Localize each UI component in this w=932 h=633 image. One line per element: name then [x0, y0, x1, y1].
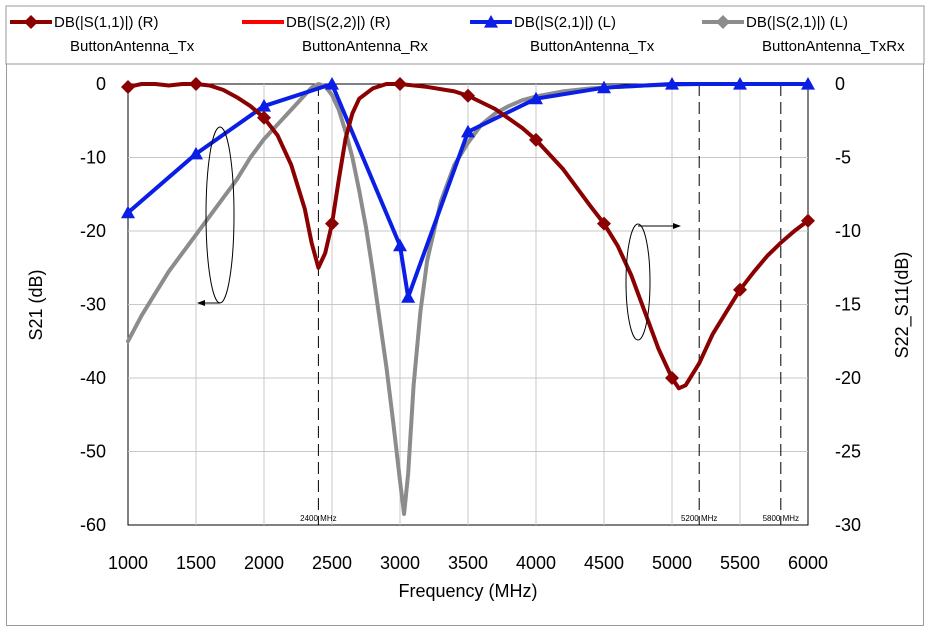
data-point-triangle [393, 238, 407, 252]
x-axis-title: Frequency (MHz) [398, 581, 537, 601]
y-left-tick-label: -60 [80, 515, 106, 535]
data-point-triangle [325, 77, 339, 90]
legend-expression: DB(|S(2,1)|) (L) [746, 14, 848, 31]
x-tick-label: 5000 [652, 553, 692, 573]
y-left-tick-label: 0 [96, 74, 106, 94]
y-axis-left-title: S21 (dB) [26, 269, 46, 340]
data-point-triangle [189, 146, 203, 160]
frequency-marker-label: 5200 MHz [681, 514, 717, 523]
data-point-diamond [597, 216, 611, 231]
series-line [126, 82, 810, 300]
legend-item: DB(|S(1,1)|) (R) ButtonAntenna_Tx [10, 14, 195, 55]
data-point-diamond [189, 77, 203, 91]
legend-series-name: ButtonAntenna_Rx [302, 38, 428, 55]
x-tick-label: 4500 [584, 553, 624, 573]
series-buttonantenna-tx-s11- [121, 77, 815, 391]
y-axis-right-title: S22_S11(dB) [892, 252, 913, 359]
legend-series-name: ButtonAntenna_TxRx [762, 38, 905, 55]
x-tick-label: 3000 [380, 553, 420, 573]
data-point-triangle [529, 91, 543, 105]
x-tick-label: 4000 [516, 553, 556, 573]
data-point-diamond [733, 282, 747, 297]
y-right-tick-label: -15 [835, 295, 861, 315]
x-tick-label: 1000 [108, 553, 148, 573]
series-buttonantenna-tx-s21- [121, 77, 815, 303]
y-left-tick-label: -40 [80, 368, 106, 388]
legend-item: DB(|S(2,1)|) (L) ButtonAntenna_TxRx [702, 14, 905, 55]
annotation-arrowhead-right [673, 223, 681, 229]
data-point-triangle [461, 124, 475, 138]
data-point-diamond [529, 132, 543, 147]
data-point-triangle [801, 77, 815, 90]
data-point-triangle [665, 77, 679, 90]
legend-series-name: ButtonAntenna_Tx [530, 38, 655, 55]
data-point-triangle [257, 99, 271, 112]
frequency-marker-label: 5800 MHz [763, 514, 799, 523]
data-point-triangle [401, 290, 416, 303]
data-point-diamond [257, 110, 271, 125]
legend: DB(|S(1,1)|) (R)ButtonAntenna_TxDB(|S(2,… [5, 5, 925, 65]
annotation-ellipse-right [625, 223, 651, 341]
legend-expression: DB(|S(2,2)|) (R) [286, 14, 390, 31]
y-right-tick-label: -20 [835, 368, 861, 388]
x-tick-label: 5500 [720, 553, 760, 573]
frequency-marker-label: 2400 MHz [300, 514, 336, 523]
legend-expression: DB(|S(1,1)|) (R) [54, 14, 158, 31]
annotation-arrowhead-left [197, 300, 205, 306]
x-tick-label: 3500 [448, 553, 488, 573]
data-point-diamond [801, 213, 815, 228]
legend-expression: DB(|S(2,1)|) (L) [514, 14, 616, 31]
y-left-tick-label: -20 [80, 221, 106, 241]
y-left-tick-label: -30 [80, 295, 106, 315]
x-tick-label: 2000 [244, 553, 284, 573]
data-point-triangle [484, 15, 498, 28]
y-right-tick-label: -10 [835, 221, 861, 241]
data-point-diamond [393, 77, 407, 91]
series-line [126, 82, 810, 391]
y-right-tick-label: -30 [835, 515, 861, 535]
data-point-triangle [121, 205, 135, 219]
y-left-tick-label: -10 [80, 148, 106, 168]
grid [128, 84, 808, 525]
data-point-diamond [716, 15, 730, 29]
x-tick-label: 6000 [788, 553, 828, 573]
annotations [197, 126, 681, 341]
data-point-diamond [121, 79, 135, 94]
x-tick-label: 2500 [312, 553, 352, 573]
data-point-triangle [597, 80, 611, 94]
data-point-diamond [665, 371, 679, 385]
tick-labels: 1000 1500 2000 2500 3000 3500 4000 4500 5000 5500… [80, 74, 861, 573]
legend-item: DB(|S(2,2)|) (R) ButtonAntenna_Rx [242, 14, 428, 55]
y-right-tick-label: -25 [835, 442, 861, 462]
data-point-diamond [461, 88, 475, 103]
series [121, 77, 815, 516]
legend-box [5, 5, 925, 65]
x-tick-label: 1500 [176, 553, 216, 573]
legend-series-name: ButtonAntenna_Tx [70, 38, 195, 55]
data-point-diamond [325, 216, 339, 231]
frequency-markers: 2400 MHz 5200 MHz 5800 MHz [300, 84, 799, 525]
data-point-triangle [733, 77, 747, 90]
legend-item: DB(|S(2,1)|) (L) ButtonAntenna_Tx [470, 14, 655, 55]
y-right-tick-label: -5 [835, 148, 851, 168]
y-right-tick-label: 0 [835, 74, 845, 94]
data-point-diamond [24, 15, 38, 29]
y-left-tick-label: -50 [80, 442, 106, 462]
